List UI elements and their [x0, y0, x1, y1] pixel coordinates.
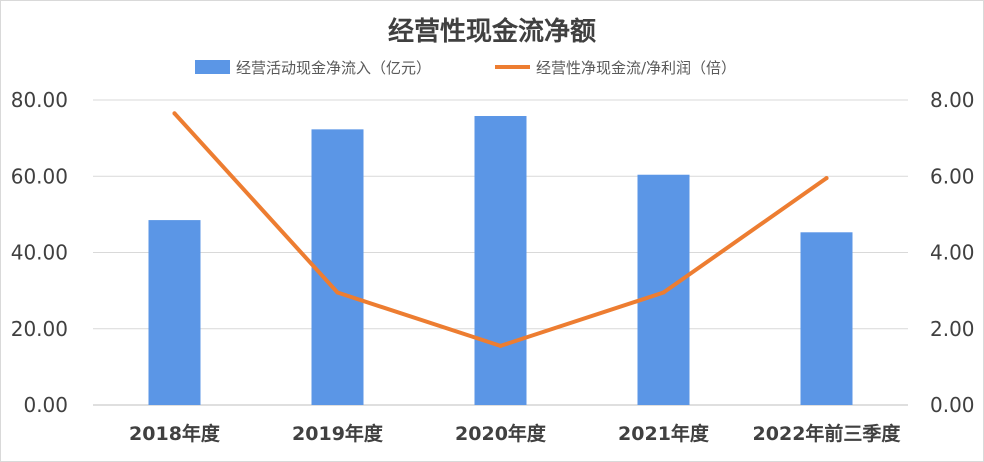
category-label: 2018年度 — [129, 422, 221, 445]
right-axis-ticks: 0.00 2.00 4.00 6.00 8.00 — [930, 88, 975, 417]
bar — [800, 232, 853, 405]
line-point — [824, 176, 829, 181]
line-point — [661, 290, 666, 295]
category-label: 2020年度 — [455, 422, 547, 445]
line-point — [498, 343, 503, 348]
bar-series — [148, 116, 853, 405]
category-label: 2021年度 — [618, 422, 710, 445]
right-tick-label: 6.00 — [930, 164, 975, 188]
line-point — [335, 290, 340, 295]
bar — [474, 116, 527, 405]
right-tick-label: 0.00 — [930, 393, 975, 417]
line-point — [172, 111, 177, 116]
left-tick-label: 40.00 — [11, 241, 68, 265]
x-axis-categories: 2018年度 2019年度 2020年度 2021年度 2022年前三季度 — [129, 422, 901, 445]
right-tick-label: 2.00 — [930, 317, 975, 341]
category-label: 2022年前三季度 — [753, 422, 902, 445]
chart-title: 经营性现金流净额 — [388, 16, 596, 47]
left-tick-label: 0.00 — [23, 393, 68, 417]
left-tick-label: 60.00 — [11, 164, 68, 188]
right-tick-label: 4.00 — [930, 241, 975, 265]
left-tick-label: 80.00 — [11, 88, 68, 112]
legend: 经营活动现金净流入（亿元） 经营性净现金流/净利润（倍） — [195, 59, 736, 77]
line-series — [172, 111, 829, 348]
right-tick-label: 8.00 — [930, 88, 975, 112]
legend-bar-swatch — [195, 60, 230, 74]
legend-line-label: 经营性净现金流/净利润（倍） — [536, 59, 736, 77]
bar — [311, 129, 364, 405]
category-label: 2019年度 — [292, 422, 384, 445]
left-tick-label: 20.00 — [11, 317, 68, 341]
bar — [637, 174, 690, 405]
legend-bar-label: 经营活动现金净流入（亿元） — [236, 59, 431, 77]
bar — [148, 220, 201, 405]
left-axis-ticks: 0.00 20.00 40.00 60.00 80.00 — [11, 88, 68, 417]
